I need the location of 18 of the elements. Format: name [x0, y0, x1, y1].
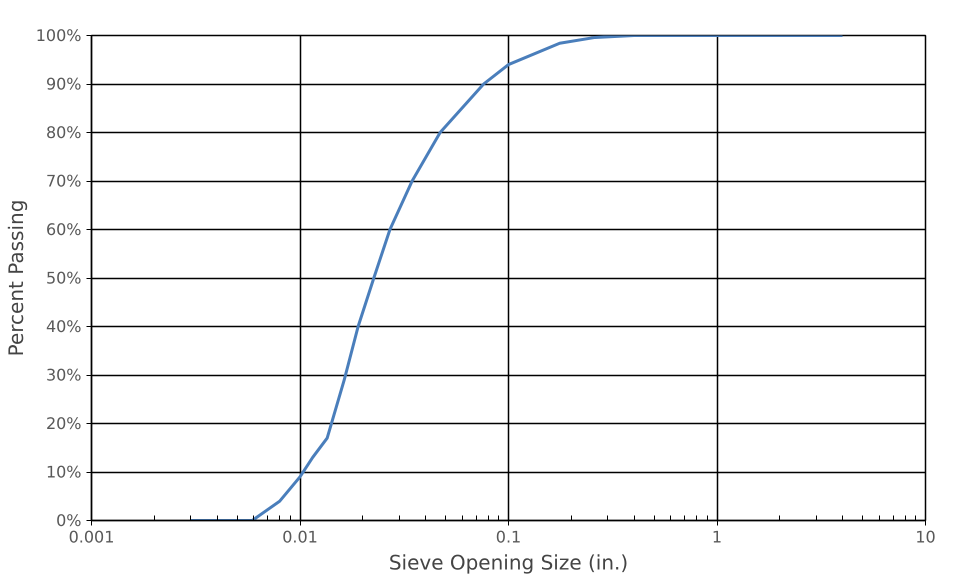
x-tick-label: 0.1 [496, 528, 522, 546]
y-tick-label: 10% [46, 462, 82, 482]
y-tick-label: 20% [46, 414, 82, 433]
x-axis-title: Sieve Opening Size (in.) [388, 550, 628, 574]
y-tick-label: 70% [46, 172, 82, 190]
y-tick-label: 80% [46, 123, 82, 142]
x-tick-label: 1 [712, 528, 722, 546]
x-tick-label: 10 [915, 528, 936, 546]
y-axis-title: Percent Passing [4, 200, 28, 356]
y-tick-label: 50% [46, 268, 82, 288]
x-tick-label: 0.01 [282, 528, 318, 546]
y-tick-label: 90% [46, 74, 82, 94]
x-tick-label: 0.001 [68, 528, 114, 546]
y-tick-label: 0% [56, 511, 82, 530]
y-tick-label: 100% [36, 26, 82, 45]
y-tick-label: 30% [46, 366, 82, 384]
y-tick-label: 40% [46, 317, 82, 336]
y-tick-label: 60% [46, 220, 82, 239]
